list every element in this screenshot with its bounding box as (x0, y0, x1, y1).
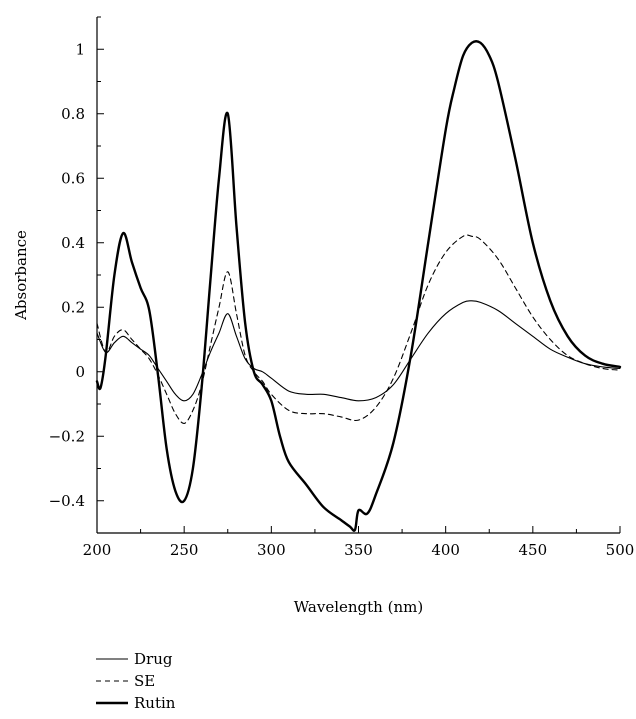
series-line-drug (96, 300, 621, 402)
legend-swatch-drug (96, 658, 128, 660)
x-tick-label: 250 (170, 541, 199, 559)
y-tick-label: 0.8 (61, 105, 85, 123)
x-tick-label: 450 (519, 541, 548, 559)
x-tick-label: 300 (257, 541, 286, 559)
x-tick-label: 200 (83, 541, 112, 559)
y-tick-label: 0.4 (61, 234, 85, 252)
x-axis-label: Wavelength (nm) (294, 598, 423, 616)
chart-legend: Drug SE Rutin (96, 648, 175, 714)
legend-label-drug: Drug (134, 650, 173, 668)
y-axis-label: Absorbance (12, 230, 30, 321)
y-tick-label: 1 (75, 40, 85, 58)
chart-ticks: 200 250 300 350 400 450 500 −0.4 −0.2 0 0.2 0.4 0.6 0… (49, 16, 635, 559)
legend-item-drug: Drug (96, 648, 175, 670)
legend-label-rutin: Rutin (134, 694, 176, 712)
y-tick-label: 0.6 (61, 169, 85, 187)
legend-swatch-se (96, 680, 128, 682)
legend-swatch-rutin (96, 701, 128, 705)
y-tick-label: 0.2 (61, 298, 85, 316)
y-tick-label: 0 (75, 363, 85, 381)
chart-series (95, 40, 622, 532)
legend-item-rutin: Rutin (96, 692, 175, 714)
legend-item-se: SE (96, 670, 175, 692)
y-tick-label: −0.2 (49, 427, 85, 445)
x-tick-label: 500 (606, 541, 635, 559)
series-line-rutin (95, 40, 622, 532)
x-tick-label: 400 (431, 541, 460, 559)
y-tick-label: −0.4 (49, 492, 85, 510)
x-tick-label: 350 (344, 541, 373, 559)
legend-label-se: SE (134, 672, 156, 690)
